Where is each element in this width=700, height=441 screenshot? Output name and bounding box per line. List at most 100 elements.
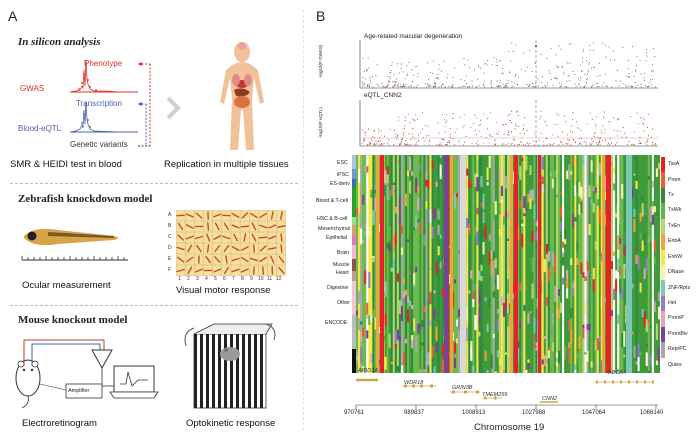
- plate-col-label: 10: [258, 276, 264, 282]
- legend-swatch: [661, 326, 665, 343]
- track-label: Mesenchymal: [318, 226, 351, 232]
- gene-label: CNN2: [542, 396, 557, 402]
- visual-motor-caption: Visual motor response: [176, 285, 271, 296]
- panel-a-letter: A: [8, 8, 18, 24]
- legend-entry: DNase: [661, 265, 699, 281]
- phenotype-label: Phenotype: [84, 59, 123, 68]
- legend-swatch: [661, 295, 665, 312]
- track-label: Muscle: [333, 262, 350, 268]
- chromosome-x-axis: [355, 404, 658, 409]
- legend-swatch: [661, 218, 665, 235]
- in-silico-title: In silicon analysis: [18, 36, 101, 48]
- gwas-eqtl-schematic: [69, 59, 151, 147]
- plate-row-label: A: [168, 212, 172, 218]
- smr-heidi-caption: SMR & HEIDI test in blood: [10, 159, 122, 170]
- mouse-title: Mouse knockout model: [18, 314, 128, 326]
- zebrafish-title: Zebrafish knockdown model: [18, 193, 153, 205]
- plate-col-label: 6: [223, 276, 226, 282]
- legend-swatch: [661, 234, 665, 250]
- x-axis-label: Chromosome 19: [474, 422, 545, 433]
- optokinetic-drum-icon: [184, 323, 276, 409]
- replication-caption: Replication in multiple tissues: [164, 159, 289, 170]
- legend-label: ReprPC: [668, 346, 687, 353]
- track-label: Other: [337, 300, 350, 306]
- track-label: ENCODE: [325, 320, 348, 326]
- legend-entry: Tx: [661, 187, 699, 204]
- x-tick-label: 970761: [344, 410, 365, 416]
- legend-entry: EnhA: [661, 234, 699, 250]
- gwas-manhattan-plot: [359, 40, 658, 89]
- gene-label: ABCA7: [608, 370, 627, 376]
- gwas-label: GWAS: [20, 84, 45, 93]
- legend-entry: TxEn: [661, 218, 699, 235]
- panel-b-letter: B: [316, 8, 326, 24]
- legend-entry: PromP: [661, 311, 699, 327]
- plate-col-label: 7: [232, 276, 235, 282]
- plate-col-label: 5: [214, 276, 217, 282]
- x-tick-label: 989837: [404, 410, 425, 416]
- legend-entry: ReprPC: [661, 342, 699, 358]
- track-label: Blood & T-cell: [316, 198, 348, 204]
- gene-track: [356, 378, 654, 403]
- electroretinogram-setup-icon: [15, 339, 159, 409]
- gene-label: GRIN3B: [452, 385, 473, 391]
- legend-swatch: [661, 157, 665, 173]
- legend-entry: ZNF/Rpts: [661, 280, 699, 296]
- well-plate-grid: [176, 210, 286, 276]
- plate-row-label: F: [168, 267, 172, 273]
- ocular-measurement-caption: Ocular measurement: [22, 280, 111, 291]
- legend-entry: Prom: [661, 172, 699, 188]
- transcription-label: Transcription: [76, 99, 122, 108]
- legend-entry: Quies: [661, 357, 699, 373]
- plate-col-label: 3: [196, 276, 199, 282]
- track-label: Digestive: [327, 285, 349, 291]
- plate-col-label: 2: [187, 276, 190, 282]
- plate-row-label: B: [168, 223, 172, 229]
- track-label: iPSC: [337, 172, 349, 178]
- legend-swatch: [661, 357, 665, 373]
- legend-label: TxEn: [668, 222, 681, 229]
- plate-col-label: 8: [241, 276, 244, 282]
- electroretinogram-caption: Electroretinogram: [22, 418, 97, 429]
- legend-label: DNase: [668, 269, 684, 276]
- legend-swatch: [661, 187, 665, 204]
- plate-row-label: C: [168, 234, 172, 240]
- section-divider: [10, 305, 298, 306]
- legend-label: Quies: [668, 361, 682, 368]
- plate-col-label: 11: [267, 276, 273, 282]
- chromatin-state-legend: TssA Prom Tx TxWk TxEn EnhA EnhW DNase ZNF/Rpts H…: [661, 157, 699, 373]
- gwas-plot-title: Age-related macular degeneration: [364, 33, 463, 40]
- plate-row-label: D: [168, 245, 172, 251]
- legend-label: EnhA: [668, 238, 681, 245]
- track-label: Heart: [336, 270, 349, 276]
- legend-entry: TssA: [661, 157, 699, 173]
- plate-col-label: 4: [205, 276, 208, 282]
- legend-swatch: [661, 249, 665, 265]
- track-label: Brain: [337, 250, 350, 256]
- legend-swatch: [661, 342, 665, 358]
- legend-swatch: [661, 265, 665, 281]
- legend-entry: Het: [661, 295, 699, 312]
- legend-swatch: [661, 172, 665, 188]
- legend-label: TxWk: [668, 207, 682, 214]
- legend-swatch: [661, 203, 665, 219]
- legend-swatch: [661, 280, 665, 296]
- eqtl-manhattan-plot: [359, 100, 658, 147]
- track-label: ESC: [337, 160, 348, 166]
- gene-label: TMEM259: [482, 392, 508, 398]
- x-tick-label: 1008913: [462, 410, 486, 416]
- track-label: ES-deriv: [330, 181, 350, 187]
- legend-label: Tx: [668, 192, 674, 199]
- x-tick-label: 1027988: [522, 410, 546, 416]
- legend-label: ZNF/Rpts: [668, 284, 691, 291]
- plate-col-label: 9: [250, 276, 253, 282]
- plate-col-label: 1: [178, 276, 181, 282]
- section-divider: [10, 183, 298, 184]
- plate-col-label: 12: [276, 276, 282, 282]
- legend-swatch: [661, 311, 665, 327]
- x-tick-label: 1066140: [640, 410, 664, 416]
- x-tick-label: 1047064: [582, 410, 606, 416]
- legend-entry: EnhW: [661, 249, 699, 265]
- legend-label: Prom: [668, 176, 681, 183]
- legend-label: PromP: [668, 315, 684, 322]
